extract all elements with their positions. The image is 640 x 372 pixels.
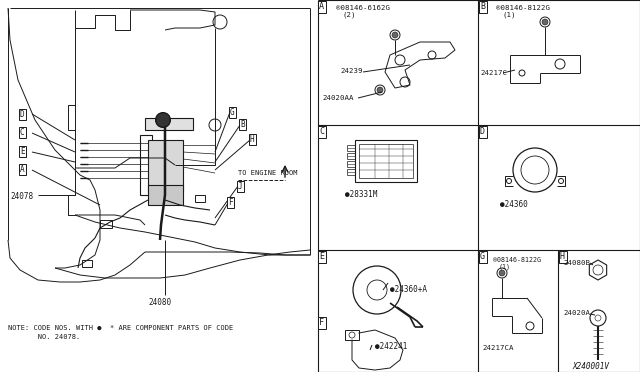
Bar (345, 330, 359, 340)
Text: C: C (20, 128, 24, 137)
Bar (347, 145, 355, 151)
Circle shape (392, 32, 398, 38)
Text: 24239: 24239 (340, 68, 362, 74)
Text: A: A (319, 2, 324, 11)
Text: ®08146-8122G: ®08146-8122G (493, 257, 541, 263)
Bar (100, 220, 112, 228)
Bar (347, 161, 355, 167)
Text: J: J (238, 182, 243, 191)
Text: ●242241: ●242241 (375, 342, 408, 351)
Bar (359, 144, 413, 178)
Text: NOTE: CODE NOS. WITH ●  * ARE COMPONENT PARTS OF CODE: NOTE: CODE NOS. WITH ● * ARE COMPONENT P… (8, 325, 233, 331)
Bar (347, 169, 355, 175)
Bar (145, 118, 193, 130)
Circle shape (499, 270, 505, 276)
Text: 24217CA: 24217CA (482, 345, 513, 351)
Bar (195, 195, 205, 202)
Text: (1): (1) (499, 264, 511, 270)
Text: X240001V: X240001V (572, 362, 609, 371)
Text: B: B (480, 2, 485, 11)
Text: D: D (20, 110, 24, 119)
Circle shape (542, 19, 548, 25)
Text: E: E (319, 252, 324, 261)
Text: B: B (240, 120, 244, 129)
Text: 24080B: 24080B (563, 260, 590, 266)
Bar (347, 153, 355, 159)
Text: E: E (20, 147, 24, 156)
Text: F: F (319, 318, 324, 327)
Text: G: G (480, 252, 485, 261)
Text: G: G (230, 108, 235, 117)
Text: 24020AA: 24020AA (322, 95, 353, 101)
Text: ●24360+A: ●24360+A (390, 285, 427, 294)
Text: C: C (319, 127, 324, 136)
Text: ®08146-6162G: ®08146-6162G (336, 5, 390, 11)
Text: H: H (250, 135, 255, 144)
Text: ●28331M: ●28331M (345, 190, 378, 199)
Text: 24020A: 24020A (563, 310, 590, 316)
Circle shape (377, 87, 383, 93)
Text: F: F (228, 198, 232, 207)
Bar (140, 135, 152, 195)
Text: ●24360: ●24360 (500, 200, 528, 209)
Text: (1): (1) (502, 12, 515, 19)
Bar (355, 140, 417, 182)
Text: ®08146-8122G: ®08146-8122G (496, 5, 550, 11)
Text: 24080: 24080 (148, 298, 171, 307)
Text: TO ENGINE ROOM: TO ENGINE ROOM (238, 170, 298, 176)
Text: 24078: 24078 (10, 192, 33, 201)
Text: H: H (560, 252, 565, 261)
Text: (2): (2) (342, 12, 355, 19)
Text: 24217C: 24217C (480, 70, 507, 76)
Bar (148, 140, 183, 192)
Bar (148, 185, 183, 205)
Circle shape (156, 113, 170, 127)
Bar (82, 260, 92, 267)
Text: D: D (480, 127, 485, 136)
Text: A: A (20, 165, 24, 174)
Text: NO. 24078.: NO. 24078. (8, 334, 80, 340)
